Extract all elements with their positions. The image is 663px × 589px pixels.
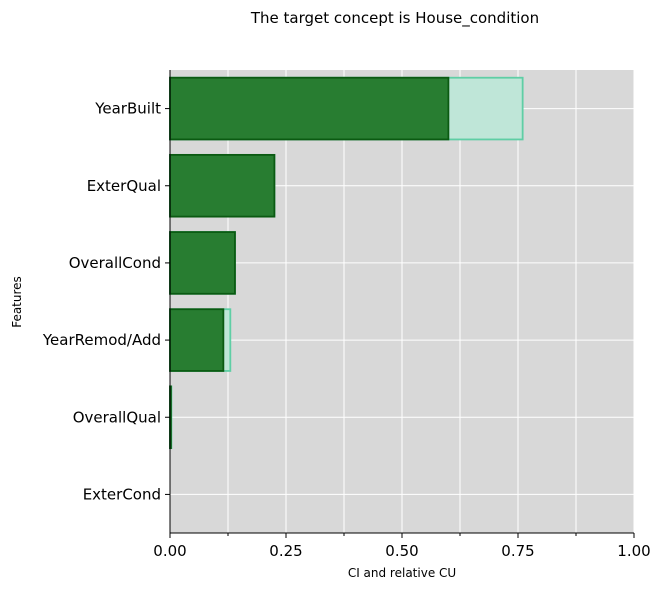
grid-lines [169,70,635,533]
axes [165,70,635,538]
x-tick-labels: 0.00 0.25 0.50 0.75 1.00 [153,542,650,560]
cu-bar-yearbuilt [169,76,450,141]
category-label: OverallCond [69,254,161,272]
x-axis-label: CI and relative CU [348,566,456,580]
chart-title: The target concept is House_condition [250,9,539,28]
cu-bar-exterqual [169,153,276,218]
category-label: YearBuilt [94,100,161,118]
category-label: ExterCond [83,485,161,503]
cu-bar-yearremod-add [169,308,225,372]
y-axis-label: Features [10,276,24,328]
category-label: YearRemod/Add [42,331,161,349]
x-tick-label: 0.25 [269,542,302,560]
x-tick-label: 0.50 [385,542,418,560]
category-labels: YearBuilt ExterQual OverallCond YearRemod/A… [42,100,161,504]
x-tick-label: 0.00 [153,542,186,560]
category-label: OverallQual [73,408,161,426]
cu-bar-overallcond [169,231,236,295]
category-label: ExterQual [87,177,161,195]
x-tick-label: 1.00 [617,542,650,560]
cu-bars [169,76,450,450]
x-tick-label: 0.75 [501,542,534,560]
